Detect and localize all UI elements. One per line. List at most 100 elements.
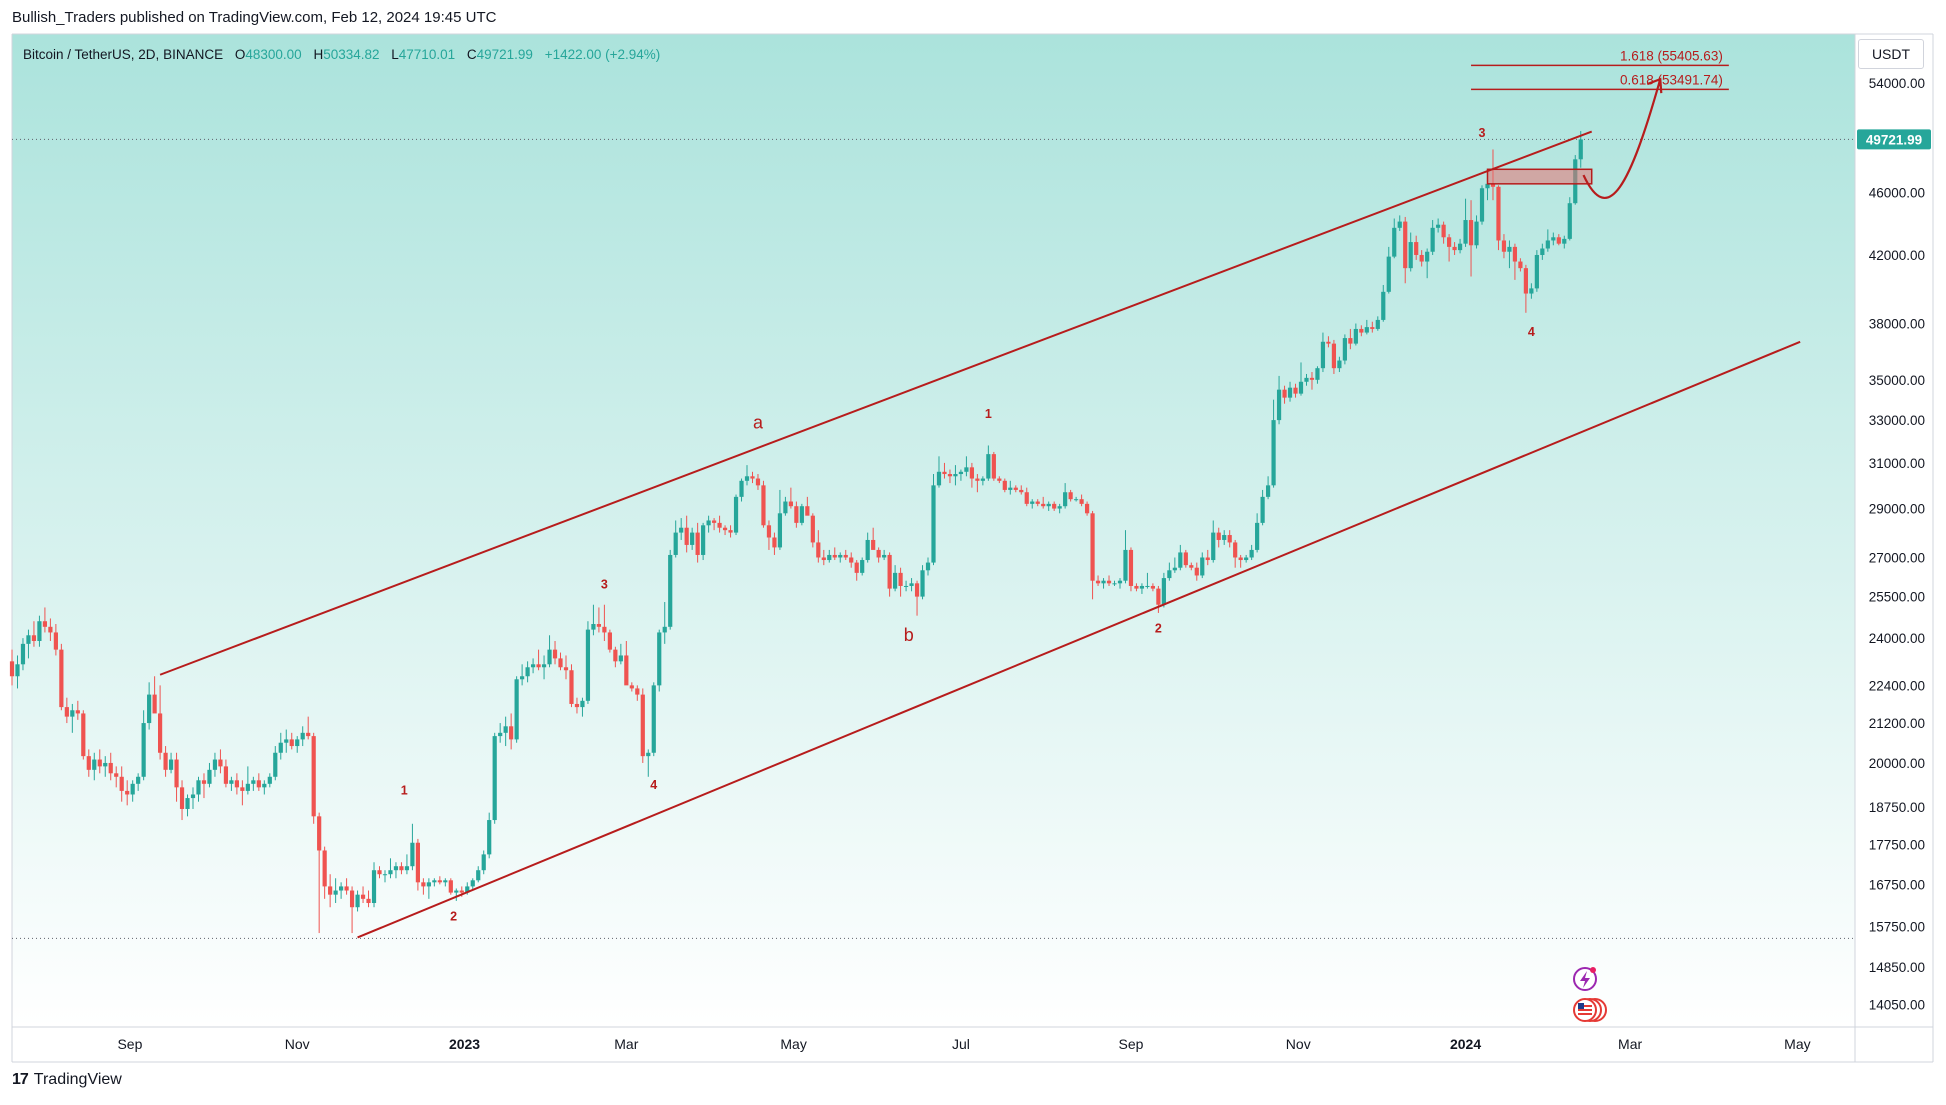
candle: [251, 776, 256, 791]
candle-body: [843, 554, 848, 558]
candle-body: [1501, 240, 1507, 252]
candle: [772, 532, 777, 555]
candle: [580, 697, 585, 717]
candle: [865, 532, 870, 563]
candle: [755, 474, 761, 490]
candle: [1474, 215, 1479, 249]
candle: [218, 749, 223, 774]
candle-body: [1008, 487, 1013, 490]
candle: [1057, 503, 1062, 514]
candle-body: [887, 554, 892, 589]
candle: [596, 607, 602, 633]
candle-body: [1205, 557, 1210, 561]
candle-body: [251, 780, 256, 784]
candle: [1479, 185, 1485, 225]
candle-body: [629, 685, 634, 689]
candle-body: [1287, 387, 1293, 398]
candle-body: [223, 766, 229, 784]
candle: [75, 700, 80, 720]
candle-body: [1496, 186, 1501, 241]
time-tick-label: May: [1784, 1036, 1810, 1052]
candle-body: [1474, 221, 1479, 246]
candle-body: [563, 667, 569, 671]
currency-button[interactable]: USDT: [1858, 39, 1924, 69]
candle: [1403, 216, 1408, 284]
candle-body: [207, 769, 212, 784]
candle: [1414, 235, 1419, 260]
candle: [876, 547, 881, 563]
candle-body: [679, 527, 684, 533]
candle-body: [1507, 246, 1512, 252]
lightning-event-icon[interactable]: [1573, 967, 1597, 991]
candle: [1090, 510, 1095, 600]
candle-body: [849, 557, 854, 563]
candle: [141, 710, 146, 781]
candle-body: [865, 539, 870, 561]
candle-body: [997, 478, 1002, 481]
candle-body: [574, 703, 580, 708]
time-tick-label: 2024: [1450, 1036, 1481, 1052]
candle-body: [1244, 557, 1249, 561]
candle: [322, 846, 327, 899]
candle-body: [1282, 389, 1287, 398]
candle-body: [1447, 237, 1452, 247]
candle-body: [1255, 522, 1260, 550]
candle-body: [1518, 261, 1523, 269]
candle: [415, 838, 420, 891]
candle-body: [1052, 503, 1057, 509]
time-tick-label: Sep: [1119, 1036, 1144, 1052]
candle: [701, 522, 706, 561]
candle: [1523, 264, 1528, 313]
candle: [37, 615, 42, 647]
candle-body: [212, 759, 218, 770]
candle-body: [92, 759, 97, 770]
candle: [328, 874, 333, 908]
tradingview-footer[interactable]: 17 TradingView: [12, 1071, 122, 1089]
candle: [1315, 366, 1320, 384]
candle-body: [821, 557, 826, 561]
candle-body: [525, 667, 530, 677]
time-axis[interactable]: Sep Nov 2023 Mar May Jul Sep Nov 2024 Mar May: [117, 1036, 1810, 1052]
candle-body: [1479, 188, 1485, 222]
candle-body: [355, 894, 360, 908]
candle-body: [371, 870, 377, 904]
candle: [1074, 496, 1079, 502]
candle-body: [1578, 139, 1583, 160]
candle-body: [651, 685, 656, 753]
tradingview-brand: TradingView: [33, 1071, 122, 1088]
candle: [207, 762, 212, 788]
indicator-icons[interactable]: [1573, 967, 1607, 1022]
candle-body: [580, 700, 585, 708]
candle: [1326, 336, 1331, 348]
candle: [646, 749, 651, 777]
candle-body: [273, 752, 278, 777]
candle-body: [624, 655, 629, 686]
symbol-legend: Bitcoin / TetherUS, 2D, BINANCE O48300.0…: [23, 47, 660, 62]
candle: [936, 456, 942, 488]
svg-text:Bitcoin / TetherUS, 2D, BINANC: Bitcoin / TetherUS, 2D, BINANCE O48300.0…: [23, 47, 660, 62]
candle-body: [585, 629, 591, 701]
last-price-label: 49721.99: [1866, 132, 1922, 147]
us-flag-event-icon[interactable]: [1573, 998, 1607, 1022]
candle-body: [744, 476, 750, 481]
candle-body: [454, 890, 459, 893]
candle: [344, 878, 349, 895]
candle-body: [942, 471, 947, 475]
candle: [1194, 562, 1199, 581]
candle-body: [711, 520, 717, 523]
price-axis[interactable]: 54000.00 46000.00 42000.00 38000.00 35000.00…: [1857, 76, 1931, 1013]
resistance-zone: [1486, 168, 1593, 185]
candle-body: [234, 780, 239, 788]
candle-body: [59, 649, 64, 708]
candle: [849, 552, 854, 568]
candle-body: [48, 626, 53, 633]
candle: [262, 780, 267, 795]
candle-body: [300, 732, 305, 740]
candle-body: [1134, 585, 1139, 589]
candle-body: [393, 866, 399, 871]
candle-body: [964, 467, 969, 472]
symbol-title: Bitcoin / TetherUS, 2D, BINANCE: [23, 47, 223, 62]
candle-body: [437, 880, 442, 883]
candle-body: [1452, 246, 1457, 251]
